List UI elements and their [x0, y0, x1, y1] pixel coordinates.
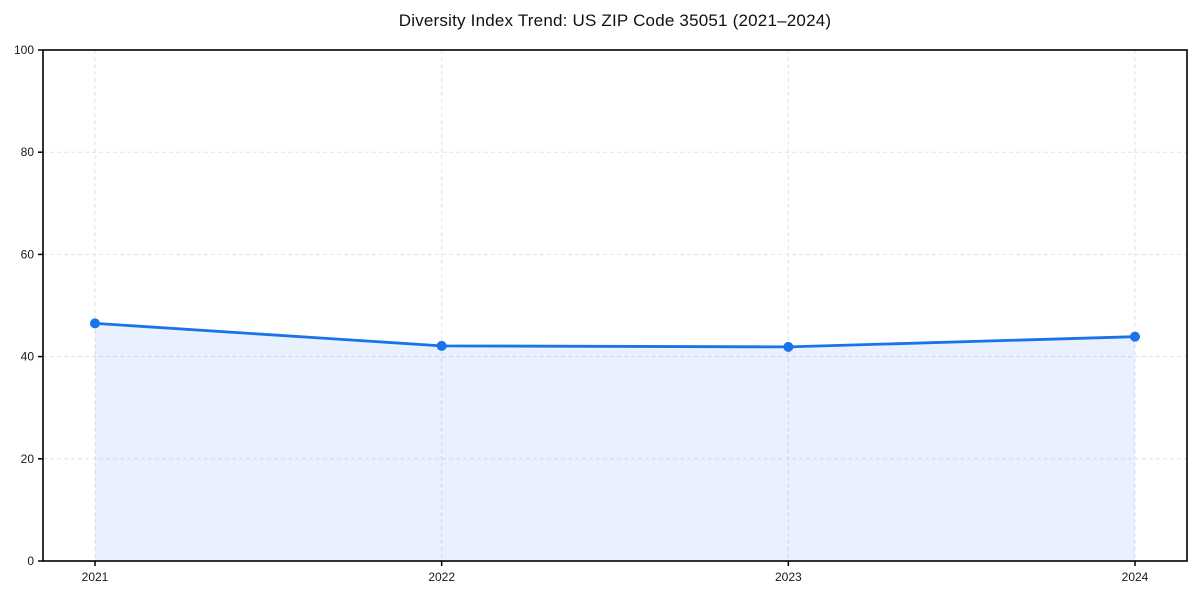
y-tick-label: 40 — [21, 350, 35, 364]
data-point-2024 — [1130, 331, 1140, 342]
y-tick-label: 80 — [21, 145, 35, 159]
y-tick-label: 0 — [27, 554, 34, 568]
y-tick-label: 20 — [21, 452, 35, 466]
chart-title: Diversity Index Trend: US ZIP Code 35051… — [398, 11, 832, 30]
x-tick-label: 2022 — [428, 570, 455, 584]
data-point-2022 — [436, 340, 447, 351]
area-fill — [95, 323, 1135, 561]
y-tick-label: 100 — [14, 43, 34, 57]
trend-line — [93, 321, 1137, 349]
plot-border — [42, 49, 1188, 562]
x-tick-label: 2023 — [775, 570, 802, 584]
x-tick-label: 2024 — [1122, 570, 1149, 584]
x-tick-label: 2021 — [82, 570, 109, 584]
data-point-2023 — [783, 341, 794, 352]
data-point-2021 — [90, 318, 100, 329]
y-tick-label: 60 — [21, 247, 35, 261]
